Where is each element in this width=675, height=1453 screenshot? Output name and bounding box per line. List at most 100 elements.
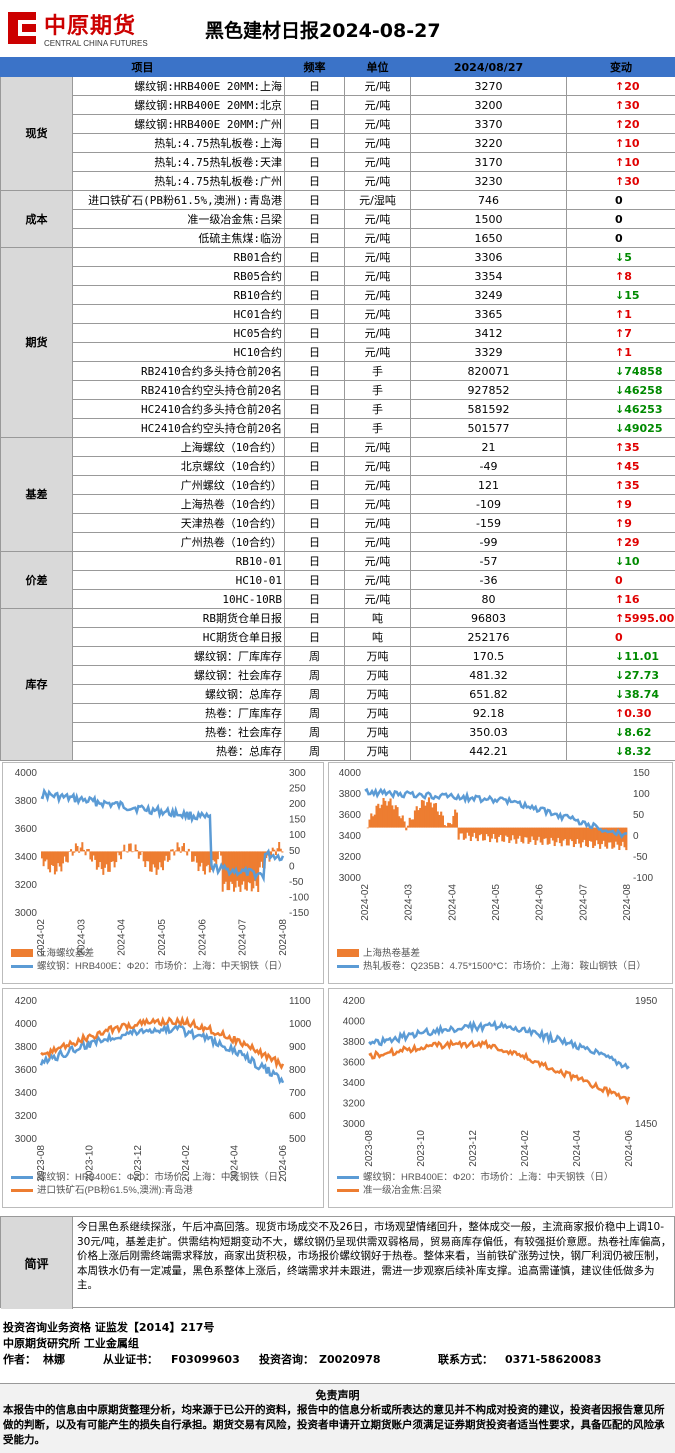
value-cell: 3365 <box>410 304 567 324</box>
contact-label: 联系方式： <box>438 1353 493 1366</box>
x-tick-label: 2024-04 <box>117 919 128 956</box>
freq-cell: 日 <box>284 114 345 134</box>
logo-en-text: CENTRAL CHINA FUTURES <box>44 39 148 48</box>
basis-bar <box>616 827 619 845</box>
y-right-tick-label: 500 <box>289 1134 306 1145</box>
legend-swatch-icon <box>11 949 33 958</box>
basis-bar <box>511 827 514 836</box>
basis-bar <box>49 851 52 873</box>
chart-hrc-basis: 4000 3800 3600 3400 3200 3000 150 100 50 0 -50 -100… <box>328 762 673 984</box>
charts-area: 4000 3800 3600 3400 3200 3000 300 250 200 150 100 5… <box>0 760 675 1212</box>
basis-bar <box>618 827 621 850</box>
basis-bar <box>274 851 277 856</box>
x-tick-label: 2023-12 <box>133 1145 144 1182</box>
basis-bar <box>50 851 53 865</box>
logo-cn-text: 中原期货 <box>44 13 137 39</box>
x-tick-label: 2024-06 <box>535 884 546 921</box>
basis-bar <box>110 851 113 862</box>
commentary-label: 简评 <box>1 1217 73 1309</box>
arrow-down-icon: ↓ <box>615 744 625 758</box>
basis-bar <box>422 800 425 828</box>
basis-bar <box>468 827 471 836</box>
change-cell: ↓11.01 <box>566 646 675 666</box>
item-cell: RB2410合约多头持仓前20名 <box>72 361 285 381</box>
basis-bar <box>565 827 569 846</box>
y-right-tick-label: -50 <box>633 852 648 863</box>
basis-bar <box>78 851 81 853</box>
basis-bar <box>604 827 607 847</box>
legend-item: 螺纹钢：HRB400E：Φ20：市场价：上海：中天钢铁（日） <box>11 960 317 973</box>
freq-cell: 周 <box>284 741 345 761</box>
basis-bar <box>86 849 89 852</box>
basis-bar <box>118 851 121 856</box>
table-row: HC2410合约空头持仓前20名日手 501577 ↓49025 <box>1 418 675 438</box>
change-cell: ↑20 <box>566 114 675 134</box>
basis-bar <box>478 827 481 836</box>
change-cell: ↓8.32 <box>566 741 675 761</box>
col-header-change: 变动 <box>566 57 675 77</box>
basis-bar <box>476 827 479 842</box>
basis-bar <box>384 800 387 828</box>
unit-cell: 元/吨 <box>344 304 411 324</box>
table-row: HC05合约日元/吨 3412 ↑7 <box>1 323 675 343</box>
basis-bar <box>413 810 417 828</box>
x-tick-label: 2023-10 <box>84 1145 95 1182</box>
item-cell: 热卷：厂库库存 <box>72 703 285 723</box>
freq-cell: 日 <box>284 380 345 400</box>
arrow-down-icon: ↓ <box>615 288 625 302</box>
basis-bar <box>105 851 108 865</box>
basis-bar <box>473 827 476 833</box>
change-value: 49025 <box>624 421 663 435</box>
item-cell: 热卷：总库存 <box>72 741 285 761</box>
basis-bar <box>585 827 588 847</box>
value-cell: -109 <box>410 494 567 514</box>
basis-bar <box>212 851 215 861</box>
freq-cell: 日 <box>284 513 345 533</box>
basis-bar <box>464 827 467 839</box>
item-cell: RB期货仓单日报 <box>72 608 285 628</box>
basis-bar <box>522 827 525 844</box>
category-cell: 成本 <box>0 190 73 248</box>
x-tick-label: 2024-06 <box>197 919 208 956</box>
unit-cell: 元/吨 <box>344 171 411 191</box>
change-value: 20 <box>624 117 640 131</box>
y-right-tick-label: 50 <box>633 810 645 821</box>
freq-cell: 周 <box>284 703 345 723</box>
basis-bar <box>572 827 575 848</box>
basis-bar <box>597 827 600 845</box>
unit-cell: 元/吨 <box>344 228 411 248</box>
basis-bar <box>199 851 202 867</box>
change-cell: 0 <box>566 627 675 647</box>
freq-cell: 周 <box>284 665 345 685</box>
value-cell: 3170 <box>410 152 567 172</box>
x-tick-label: 2024-05 <box>157 919 168 956</box>
basis-bar <box>116 851 119 853</box>
basis-bar <box>475 827 478 839</box>
chart-legend: 螺纹钢：HRB400E：Φ20：市场价：上海：中天钢铁（日） 准一级冶金焦:吕梁 <box>337 1171 666 1197</box>
arrow-down-icon: ↓ <box>615 668 625 682</box>
basis-bar <box>558 827 562 844</box>
basis-bar <box>564 827 567 840</box>
change-value: 0 <box>615 231 623 245</box>
basis-bar <box>115 851 118 863</box>
y-left-tick-label: 3800 <box>15 796 38 807</box>
legend-label: 螺纹钢：HRB400E：Φ20：市场价：上海：中天钢铁（日） <box>37 1172 288 1183</box>
item-cell: 北京螺纹（10合约） <box>72 456 285 476</box>
change-cell: ↑9 <box>566 494 675 514</box>
y-left-tick-label: 3400 <box>15 852 38 863</box>
basis-bar <box>536 827 539 841</box>
y-left-tick-label: 4200 <box>343 996 366 1007</box>
change-cell: ↑1 <box>566 342 675 362</box>
basis-bar <box>145 851 148 862</box>
basis-bar <box>623 827 626 848</box>
basis-bar <box>68 851 71 853</box>
table-row: 热轧:4.75热轧板卷:上海日元/吨 3220 ↑10 <box>1 133 675 153</box>
basis-bar <box>371 816 375 828</box>
basis-bar <box>571 827 574 842</box>
value-cell: 3249 <box>410 285 567 305</box>
basis-bar <box>136 850 139 852</box>
freq-cell: 日 <box>284 304 345 324</box>
basis-bar <box>366 827 369 829</box>
basis-bar <box>429 802 432 828</box>
arrow-up-icon: ↑ <box>615 535 625 549</box>
